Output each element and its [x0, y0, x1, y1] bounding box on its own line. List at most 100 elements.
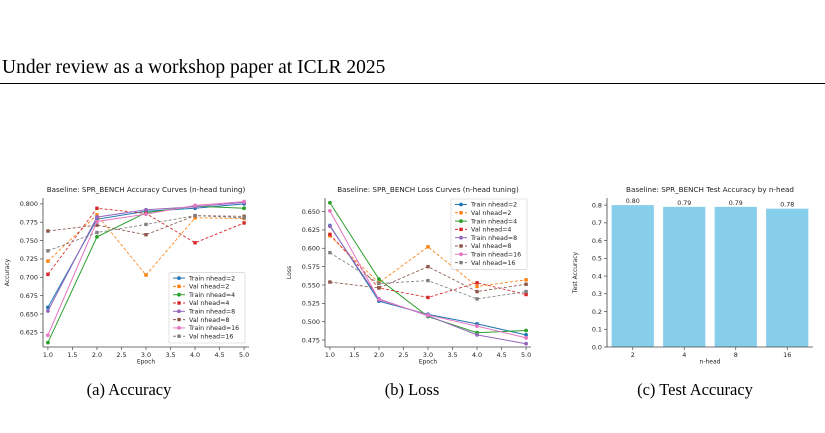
- x-tick-label: 2.5: [116, 351, 126, 359]
- x-tick-label: 4.0: [472, 351, 482, 359]
- y-axis-label: Loss: [286, 266, 293, 279]
- chart-title: Baseline: SPR_BENCH Loss Curves (n-head …: [337, 185, 519, 194]
- legend-marker: [459, 252, 463, 257]
- data-point: [144, 207, 148, 212]
- y-tick-label: 0.625: [20, 329, 38, 337]
- header-rule: [0, 83, 825, 84]
- y-tick-label: 0.675: [20, 292, 38, 300]
- y-tick-label: 0.525: [302, 300, 320, 308]
- data-point: [328, 280, 332, 284]
- y-tick-label: 0.7: [592, 219, 602, 227]
- data-point: [475, 324, 479, 328]
- legend-label: Train nhead=8: [470, 235, 517, 242]
- legend-marker: [459, 202, 463, 207]
- caption-accuracy: (a) Accuracy: [86, 380, 172, 399]
- legend-marker: [459, 235, 463, 240]
- data-point: [95, 219, 99, 224]
- x-tick-label: 3.0: [423, 351, 433, 359]
- legend-marker: [459, 244, 463, 248]
- x-tick-label: 1.5: [67, 351, 77, 359]
- x-tick-label: 5.0: [239, 351, 249, 359]
- x-tick-label: 2.0: [92, 351, 102, 359]
- data-point: [242, 216, 246, 220]
- y-tick-label: 0.1: [592, 326, 602, 334]
- legend-marker: [459, 227, 463, 232]
- legend-marker: [177, 309, 181, 314]
- x-tick-label: 1.5: [349, 351, 359, 359]
- loss-chart: Baseline: SPR_BENCH Loss Curves (n-head …: [285, 183, 535, 365]
- data-point: [46, 309, 50, 313]
- y-axis-label: Accuracy: [4, 258, 11, 286]
- data-point: [242, 221, 246, 225]
- y-tick-label: 0.575: [302, 263, 320, 271]
- y-tick-label: 0.5: [592, 255, 602, 263]
- data-point: [46, 229, 50, 233]
- legend-box: [168, 272, 246, 344]
- y-tick-label: 0.500: [302, 318, 320, 326]
- legend-label: Val nhead=4: [471, 227, 511, 234]
- legend-marker: [459, 211, 463, 215]
- data-point: [426, 264, 430, 269]
- data-point: [377, 281, 381, 286]
- running-header: Under review as a workshop paper at ICLR…: [2, 57, 386, 78]
- legend-label: Train nhead=4: [470, 218, 517, 225]
- data-point: [377, 277, 381, 282]
- y-tick-label: 0.650: [20, 310, 38, 318]
- series-line-val-nhead-2: [329, 235, 527, 287]
- legend-marker: [177, 301, 181, 305]
- data-point: [328, 224, 332, 229]
- bar-16: [766, 208, 809, 347]
- data-point: [328, 200, 332, 205]
- legend-label: Val nhead=16: [189, 333, 233, 340]
- bar-value-label: 0.79: [677, 200, 691, 207]
- x-axis-label: n-head: [700, 359, 721, 366]
- data-point: [144, 232, 148, 237]
- x-tick-label: 2: [631, 351, 635, 359]
- legend-marker: [177, 292, 181, 297]
- chart-svg: Baseline: SPR_BENCH Loss Curves (n-head …: [286, 185, 531, 365]
- x-tick-label: 4.0: [190, 351, 200, 359]
- data-point: [95, 206, 99, 210]
- data-point: [524, 289, 528, 294]
- bar-4: [663, 206, 706, 347]
- data-point: [193, 241, 197, 245]
- data-point: [475, 297, 479, 301]
- x-tick-label: 8: [734, 351, 738, 359]
- y-tick-label: 0.700: [20, 274, 38, 282]
- x-tick-label: 2.0: [374, 351, 384, 359]
- test-accuracy-chart: 0.80 0.79 0.79 0.78 Baseline: SPR_BENCH Test…: [567, 183, 817, 365]
- y-tick-label: 0.3: [592, 290, 602, 298]
- legend-marker: [177, 284, 181, 289]
- legend-label: Val nhead=16: [471, 260, 515, 267]
- data-point: [242, 199, 246, 204]
- data-point: [144, 273, 148, 277]
- legend-label: Val nhead=2: [189, 284, 229, 291]
- legend-marker: [177, 317, 181, 322]
- legend-label: Train nhead=2: [470, 202, 517, 209]
- data-point: [377, 286, 381, 290]
- data-point: [95, 235, 99, 239]
- legend-label: Train nhead=16: [470, 252, 521, 259]
- y-tick-label: 0.8: [592, 201, 602, 209]
- x-tick-label: 4: [682, 351, 686, 359]
- x-tick-label: 4.5: [496, 351, 506, 359]
- caption-loss: (b) Loss: [384, 380, 440, 399]
- data-point: [46, 259, 50, 263]
- data-point: [426, 278, 430, 283]
- data-point: [475, 289, 479, 294]
- data-point: [328, 232, 332, 237]
- data-point: [524, 335, 528, 340]
- legend-marker: [459, 219, 463, 223]
- y-tick-label: 0.750: [20, 237, 38, 245]
- legend-label: Train nhead=2: [188, 275, 235, 282]
- data-point: [426, 295, 430, 300]
- legend-label: Train nhead=16: [188, 325, 239, 332]
- data-point: [377, 297, 381, 302]
- data-point: [95, 230, 99, 235]
- y-tick-label: 0.725: [20, 255, 38, 263]
- series-line-val-nhead-8: [47, 215, 245, 236]
- bar-value-label: 0.79: [729, 200, 743, 207]
- bar-value-label: 0.78: [780, 202, 794, 209]
- data-point: [193, 213, 197, 218]
